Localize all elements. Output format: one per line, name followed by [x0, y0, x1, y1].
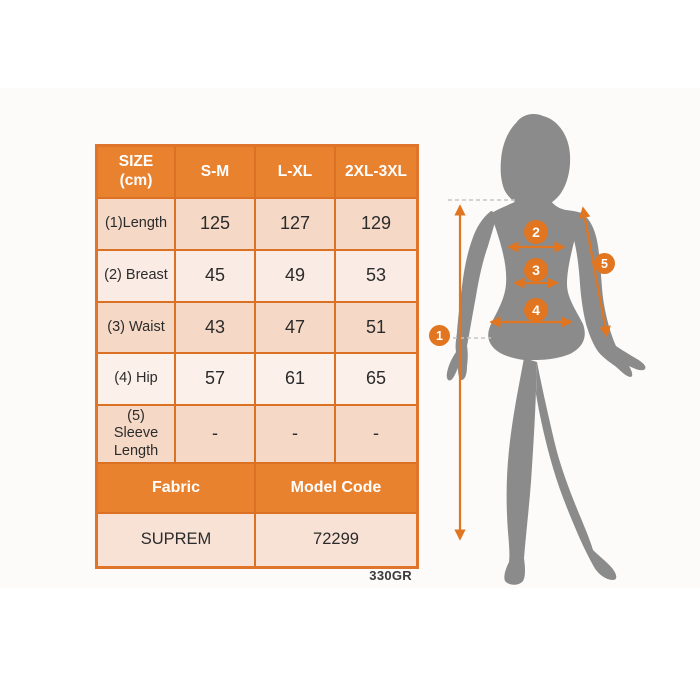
measure-marker-1: 1	[429, 325, 450, 346]
sleeve-lxl: -	[256, 406, 334, 462]
measure-marker-2: 2	[524, 220, 548, 244]
size-unit-header: SIZE (cm)	[98, 147, 174, 197]
row-label-sleeve-length: (5) Sleeve Length	[98, 406, 174, 462]
length-lxl: 127	[256, 199, 334, 249]
row-label-length: (1)Length	[98, 199, 174, 249]
column-header-2xl3xl: 2XL-3XL	[336, 147, 416, 197]
waist-2xl3xl: 51	[336, 303, 416, 352]
measure-marker-3: 3	[524, 258, 548, 282]
woman-silhouette	[446, 114, 646, 585]
hip-2xl3xl: 65	[336, 354, 416, 404]
breast-2xl3xl: 53	[336, 251, 416, 301]
model-code-value: 72299	[256, 514, 416, 566]
row-label-waist: (3) Waist	[98, 303, 174, 352]
size-chart-table: SIZE (cm) S-M L-XL 2XL-3XL (1)Length 125…	[95, 144, 419, 569]
measure-marker-5: 5	[594, 253, 615, 274]
fabric-value: SUPREM	[98, 514, 254, 566]
breast-lxl: 49	[256, 251, 334, 301]
hip-lxl: 61	[256, 354, 334, 404]
waist-sm: 43	[176, 303, 254, 352]
sleeve-2xl3xl: -	[336, 406, 416, 462]
length-sm: 125	[176, 199, 254, 249]
hip-sm: 57	[176, 354, 254, 404]
sleeve-sm: -	[176, 406, 254, 462]
body-measurement-figure	[446, 114, 646, 585]
row-label-breast: (2) Breast	[98, 251, 174, 301]
measure-marker-4: 4	[524, 298, 548, 322]
length-2xl3xl: 129	[336, 199, 416, 249]
model-code-header: Model Code	[256, 464, 416, 512]
column-header-sm: S-M	[176, 147, 254, 197]
row-label-hip: (4) Hip	[98, 354, 174, 404]
column-header-lxl: L-XL	[256, 147, 334, 197]
waist-lxl: 47	[256, 303, 334, 352]
fabric-header: Fabric	[98, 464, 254, 512]
measure-line-5-sleeve	[579, 206, 611, 338]
breast-sm: 45	[176, 251, 254, 301]
fabric-weight-note: 330GR	[369, 568, 412, 583]
